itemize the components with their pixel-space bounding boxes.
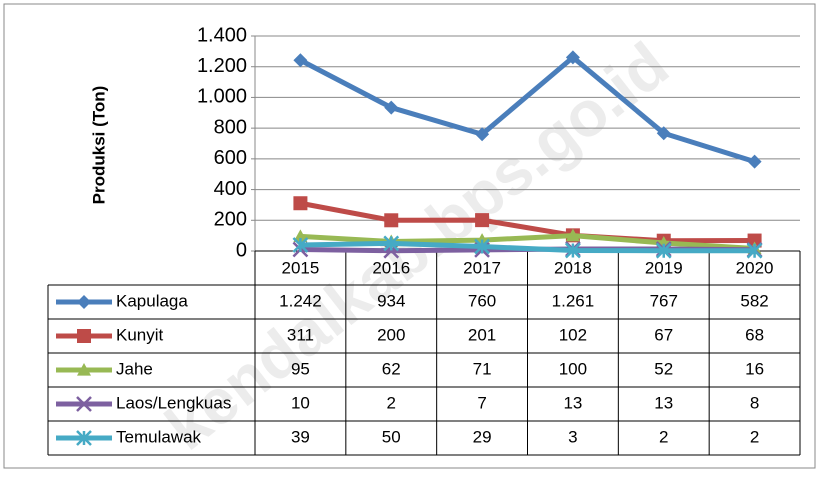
- table-value: 13: [563, 393, 582, 412]
- series-line: [300, 240, 755, 254]
- y-tick-label: 1.000: [197, 86, 247, 108]
- y-tick-label: 400: [214, 178, 247, 200]
- table-value: 39: [291, 427, 310, 446]
- y-axis-label: Produksi (Ton): [89, 86, 108, 205]
- marker: [384, 100, 399, 115]
- series-line: [300, 233, 755, 252]
- marker: [384, 213, 399, 228]
- marker: [76, 396, 92, 412]
- marker: [565, 242, 581, 259]
- table-value: 200: [377, 325, 405, 344]
- table-value: 10: [291, 393, 310, 412]
- y-tick-label: 1.400: [197, 24, 247, 46]
- marker: [565, 228, 580, 242]
- table-value: 3: [568, 427, 577, 446]
- marker: [475, 127, 490, 142]
- y-tick-label: 600: [214, 147, 247, 169]
- table-value: 1.261: [552, 291, 595, 310]
- table-value: 8: [750, 393, 759, 412]
- x-tick-label: 2015: [282, 258, 320, 277]
- table-value: 52: [654, 359, 673, 378]
- chart-border: [3, 3, 816, 469]
- x-tick-label: 2020: [736, 258, 774, 277]
- table-value: 311: [287, 325, 314, 344]
- marker: [656, 126, 671, 141]
- series-line: [299, 54, 756, 165]
- legend-marker: [77, 295, 91, 309]
- legend-marker: [77, 329, 91, 343]
- table-value: 67: [654, 325, 673, 344]
- marker: [293, 53, 308, 68]
- series-line: [299, 200, 755, 244]
- marker: [77, 295, 91, 309]
- table-value: 102: [559, 325, 587, 344]
- x-tick-label: 2016: [372, 258, 410, 277]
- table-value: 2: [750, 427, 759, 446]
- marker: [293, 229, 308, 243]
- marker: [76, 430, 92, 446]
- marker: [77, 363, 91, 376]
- legend-label: Temulawak: [116, 427, 202, 446]
- marker: [746, 242, 763, 259]
- table-value: 201: [468, 325, 496, 344]
- legend-label: Kapulaga: [116, 291, 188, 310]
- marker: [383, 235, 400, 252]
- table-value: 1.242: [279, 291, 322, 310]
- legend-label: Laos/Lengkuas: [116, 393, 231, 412]
- table-value: 68: [745, 325, 764, 344]
- legend-label: Kunyit: [116, 325, 164, 344]
- table-value: 50: [382, 427, 401, 446]
- y-tick-label: 1.200: [197, 55, 247, 77]
- y-tick-label: 200: [214, 209, 247, 231]
- marker: [383, 242, 400, 259]
- marker: [565, 50, 580, 65]
- marker: [474, 238, 490, 255]
- table-value: 582: [740, 291, 768, 310]
- legend-marker: [76, 430, 92, 446]
- table-value: 760: [468, 291, 496, 310]
- y-tick-label: 800: [214, 116, 247, 138]
- table-value: 7: [477, 393, 486, 412]
- x-tick-label: 2018: [554, 258, 592, 277]
- x-tick-label: 2019: [645, 258, 683, 277]
- marker: [475, 213, 490, 228]
- table-value: 13: [654, 393, 673, 412]
- y-tick-label: 0: [236, 239, 247, 261]
- legend-label: Jahe: [116, 359, 153, 378]
- marker: [747, 233, 762, 248]
- marker: [293, 196, 308, 211]
- table-value: 2: [387, 393, 396, 412]
- table-value: 29: [473, 427, 492, 446]
- table-value: 95: [291, 359, 310, 378]
- legend-marker: [77, 363, 91, 376]
- table-value: 934: [377, 291, 405, 310]
- table-value: 2: [659, 427, 668, 446]
- marker: [655, 242, 672, 259]
- table-value: 16: [745, 359, 764, 378]
- marker: [747, 154, 762, 169]
- table-value: 62: [382, 359, 401, 378]
- table-value: 767: [650, 291, 678, 310]
- legend-marker: [76, 396, 92, 412]
- x-tick-label: 2017: [463, 258, 501, 277]
- marker: [292, 237, 309, 253]
- table-value: 71: [473, 359, 492, 378]
- marker: [77, 329, 91, 343]
- table-value: 100: [559, 359, 587, 378]
